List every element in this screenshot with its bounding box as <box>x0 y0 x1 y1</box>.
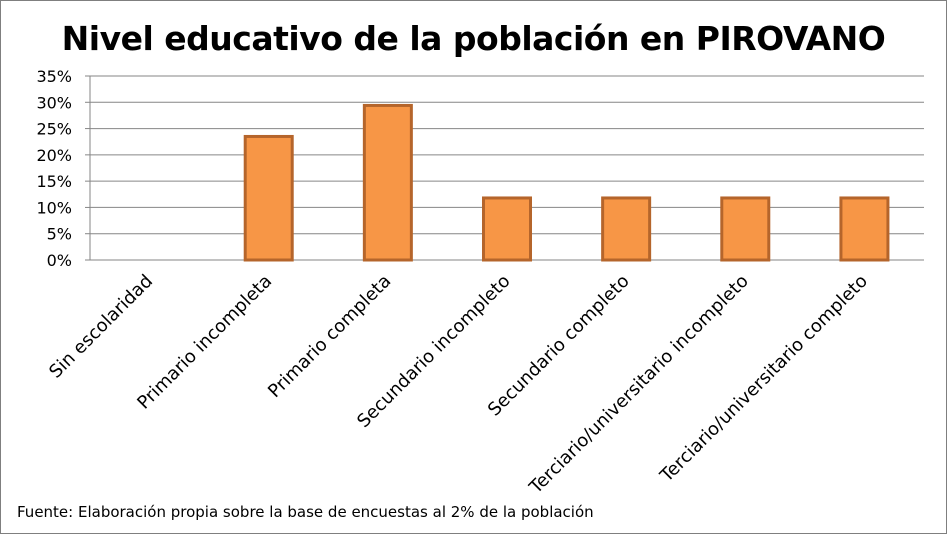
bar-chart: 0%5%10%15%20%25%30%35%Sin escolaridadPri… <box>36 67 924 499</box>
chart-title: Nivel educativo de la población en PIROV… <box>61 19 886 58</box>
y-tick-label: 25% <box>36 120 72 139</box>
source-footnote: Fuente: Elaboración propia sobre la base… <box>17 503 594 521</box>
x-tick-label: Primario incompleta <box>133 271 276 414</box>
x-tick-label: Sin escolaridad <box>45 271 157 383</box>
y-tick-label: 0% <box>47 251 72 270</box>
y-tick-label: 20% <box>36 146 72 165</box>
bar <box>482 196 532 262</box>
bar <box>601 196 652 262</box>
bar <box>839 196 890 262</box>
bar <box>243 134 294 262</box>
x-tick-label: Terciario/universitario completo <box>656 271 872 487</box>
y-tick-label: 15% <box>36 172 72 191</box>
y-tick-label: 5% <box>47 225 72 244</box>
y-tick-label: 35% <box>36 67 72 86</box>
y-tick-label: 30% <box>36 93 72 112</box>
bar <box>362 103 413 262</box>
x-tick-label: Primario completa <box>264 271 395 402</box>
x-tick-label: Terciario/universitario incompleto <box>525 271 753 499</box>
y-tick-label: 10% <box>36 198 72 217</box>
bar <box>720 196 771 262</box>
